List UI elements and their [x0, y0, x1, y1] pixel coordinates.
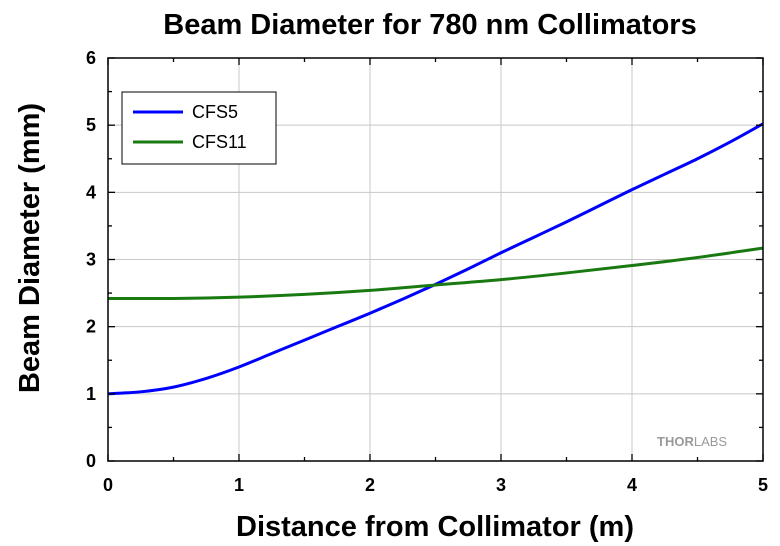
watermark-part1: THOR — [657, 434, 694, 449]
thorlabs-watermark: THORLABS — [657, 434, 727, 449]
legend-label-cfs11: CFS11 — [192, 132, 247, 152]
y-tick-label: 4 — [86, 182, 96, 202]
svg-text:THORLABS: THORLABS — [657, 434, 727, 449]
legend-box — [121, 91, 277, 165]
chart-title: Beam Diameter for 780 nm Collimators — [163, 9, 696, 41]
y-tick-label: 2 — [86, 317, 96, 337]
y-tick-label: 5 — [86, 115, 96, 135]
legend: CFS5 CFS11 — [121, 91, 277, 165]
y-tick-label: 0 — [86, 451, 96, 471]
x-tick-label: 1 — [234, 475, 244, 495]
y-tick-labels: 0 1 2 3 4 5 6 — [86, 48, 96, 471]
x-tick-label: 5 — [758, 475, 768, 495]
x-tick-labels: 0 1 2 3 4 5 — [103, 475, 768, 495]
y-axis-label: Beam Diameter (mm) — [14, 103, 46, 393]
x-tick-label: 4 — [627, 475, 637, 495]
y-tick-label: 3 — [86, 250, 96, 270]
y-tick-label: 6 — [86, 48, 96, 68]
x-axis-label: Distance from Collimator (m) — [236, 511, 634, 543]
watermark-part2: LABS — [694, 434, 728, 449]
axis-ticks — [107, 57, 764, 462]
x-tick-label: 2 — [365, 475, 375, 495]
grid — [108, 58, 763, 461]
x-tick-label: 3 — [496, 475, 506, 495]
y-tick-label: 1 — [86, 384, 96, 404]
series-line-cfs11 — [107, 246, 764, 301]
x-tick-label: 0 — [103, 475, 113, 495]
legend-label-cfs5: CFS5 — [192, 102, 238, 122]
series — [107, 122, 764, 396]
